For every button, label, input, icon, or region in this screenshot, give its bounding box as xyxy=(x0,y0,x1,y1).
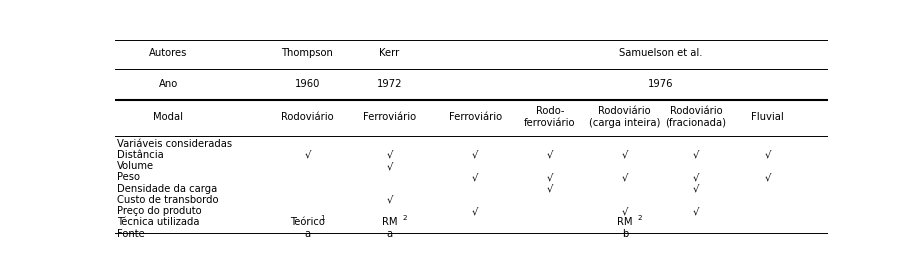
Text: Autores: Autores xyxy=(149,48,187,59)
Text: √: √ xyxy=(471,150,478,160)
Text: √: √ xyxy=(471,206,478,216)
Text: √: √ xyxy=(386,161,392,171)
Text: Distância: Distância xyxy=(117,150,164,160)
Text: a: a xyxy=(304,229,311,239)
Text: √: √ xyxy=(692,150,698,160)
Text: Variáveis consideradas: Variáveis consideradas xyxy=(117,139,232,148)
Text: 1: 1 xyxy=(320,215,324,221)
Text: Preço do produto: Preço do produto xyxy=(117,206,201,216)
Text: Rodoviário
(carga inteira): Rodoviário (carga inteira) xyxy=(588,106,660,128)
Text: Rodoviário
(fracionada): Rodoviário (fracionada) xyxy=(664,106,726,128)
Text: Técnica utilizada: Técnica utilizada xyxy=(117,217,199,227)
Text: 2: 2 xyxy=(402,215,406,221)
Text: RM: RM xyxy=(381,217,397,227)
Text: Modal: Modal xyxy=(153,112,183,122)
Text: √: √ xyxy=(471,172,478,182)
Text: √: √ xyxy=(692,172,698,182)
Text: 1960: 1960 xyxy=(294,79,320,89)
Text: √: √ xyxy=(304,150,311,160)
Text: Peso: Peso xyxy=(117,172,140,182)
Text: Fonte: Fonte xyxy=(117,229,144,239)
Text: Thompson: Thompson xyxy=(281,48,333,59)
Text: RM: RM xyxy=(617,217,632,227)
Text: Fluvial: Fluvial xyxy=(750,112,783,122)
Text: Ferroviário: Ferroviário xyxy=(363,112,415,122)
Text: 1972: 1972 xyxy=(377,79,402,89)
Text: Volume: Volume xyxy=(117,161,154,171)
Text: √: √ xyxy=(621,150,628,160)
Text: √: √ xyxy=(546,172,552,182)
Text: a: a xyxy=(386,229,392,239)
Text: Teórico: Teórico xyxy=(289,217,324,227)
Text: b: b xyxy=(621,229,628,239)
Text: 1976: 1976 xyxy=(647,79,673,89)
Text: Samuelson et al.: Samuelson et al. xyxy=(618,48,701,59)
Text: Rodoviário: Rodoviário xyxy=(281,112,334,122)
Text: 2: 2 xyxy=(637,215,641,221)
Text: √: √ xyxy=(546,150,552,160)
Text: Densidade da carga: Densidade da carga xyxy=(117,184,217,194)
Text: √: √ xyxy=(621,172,628,182)
Text: Custo de transbordo: Custo de transbordo xyxy=(117,195,219,205)
Text: Ano: Ano xyxy=(159,79,178,89)
Text: √: √ xyxy=(386,150,392,160)
Text: √: √ xyxy=(692,206,698,216)
Text: Kerr: Kerr xyxy=(379,48,399,59)
Text: √: √ xyxy=(621,206,628,216)
Text: √: √ xyxy=(692,184,698,194)
Text: Rodo-
ferroviário: Rodo- ferroviário xyxy=(524,106,575,128)
Text: √: √ xyxy=(764,172,770,182)
Text: √: √ xyxy=(386,195,392,205)
Text: Ferroviário: Ferroviário xyxy=(448,112,501,122)
Text: √: √ xyxy=(546,184,552,194)
Text: √: √ xyxy=(764,150,770,160)
